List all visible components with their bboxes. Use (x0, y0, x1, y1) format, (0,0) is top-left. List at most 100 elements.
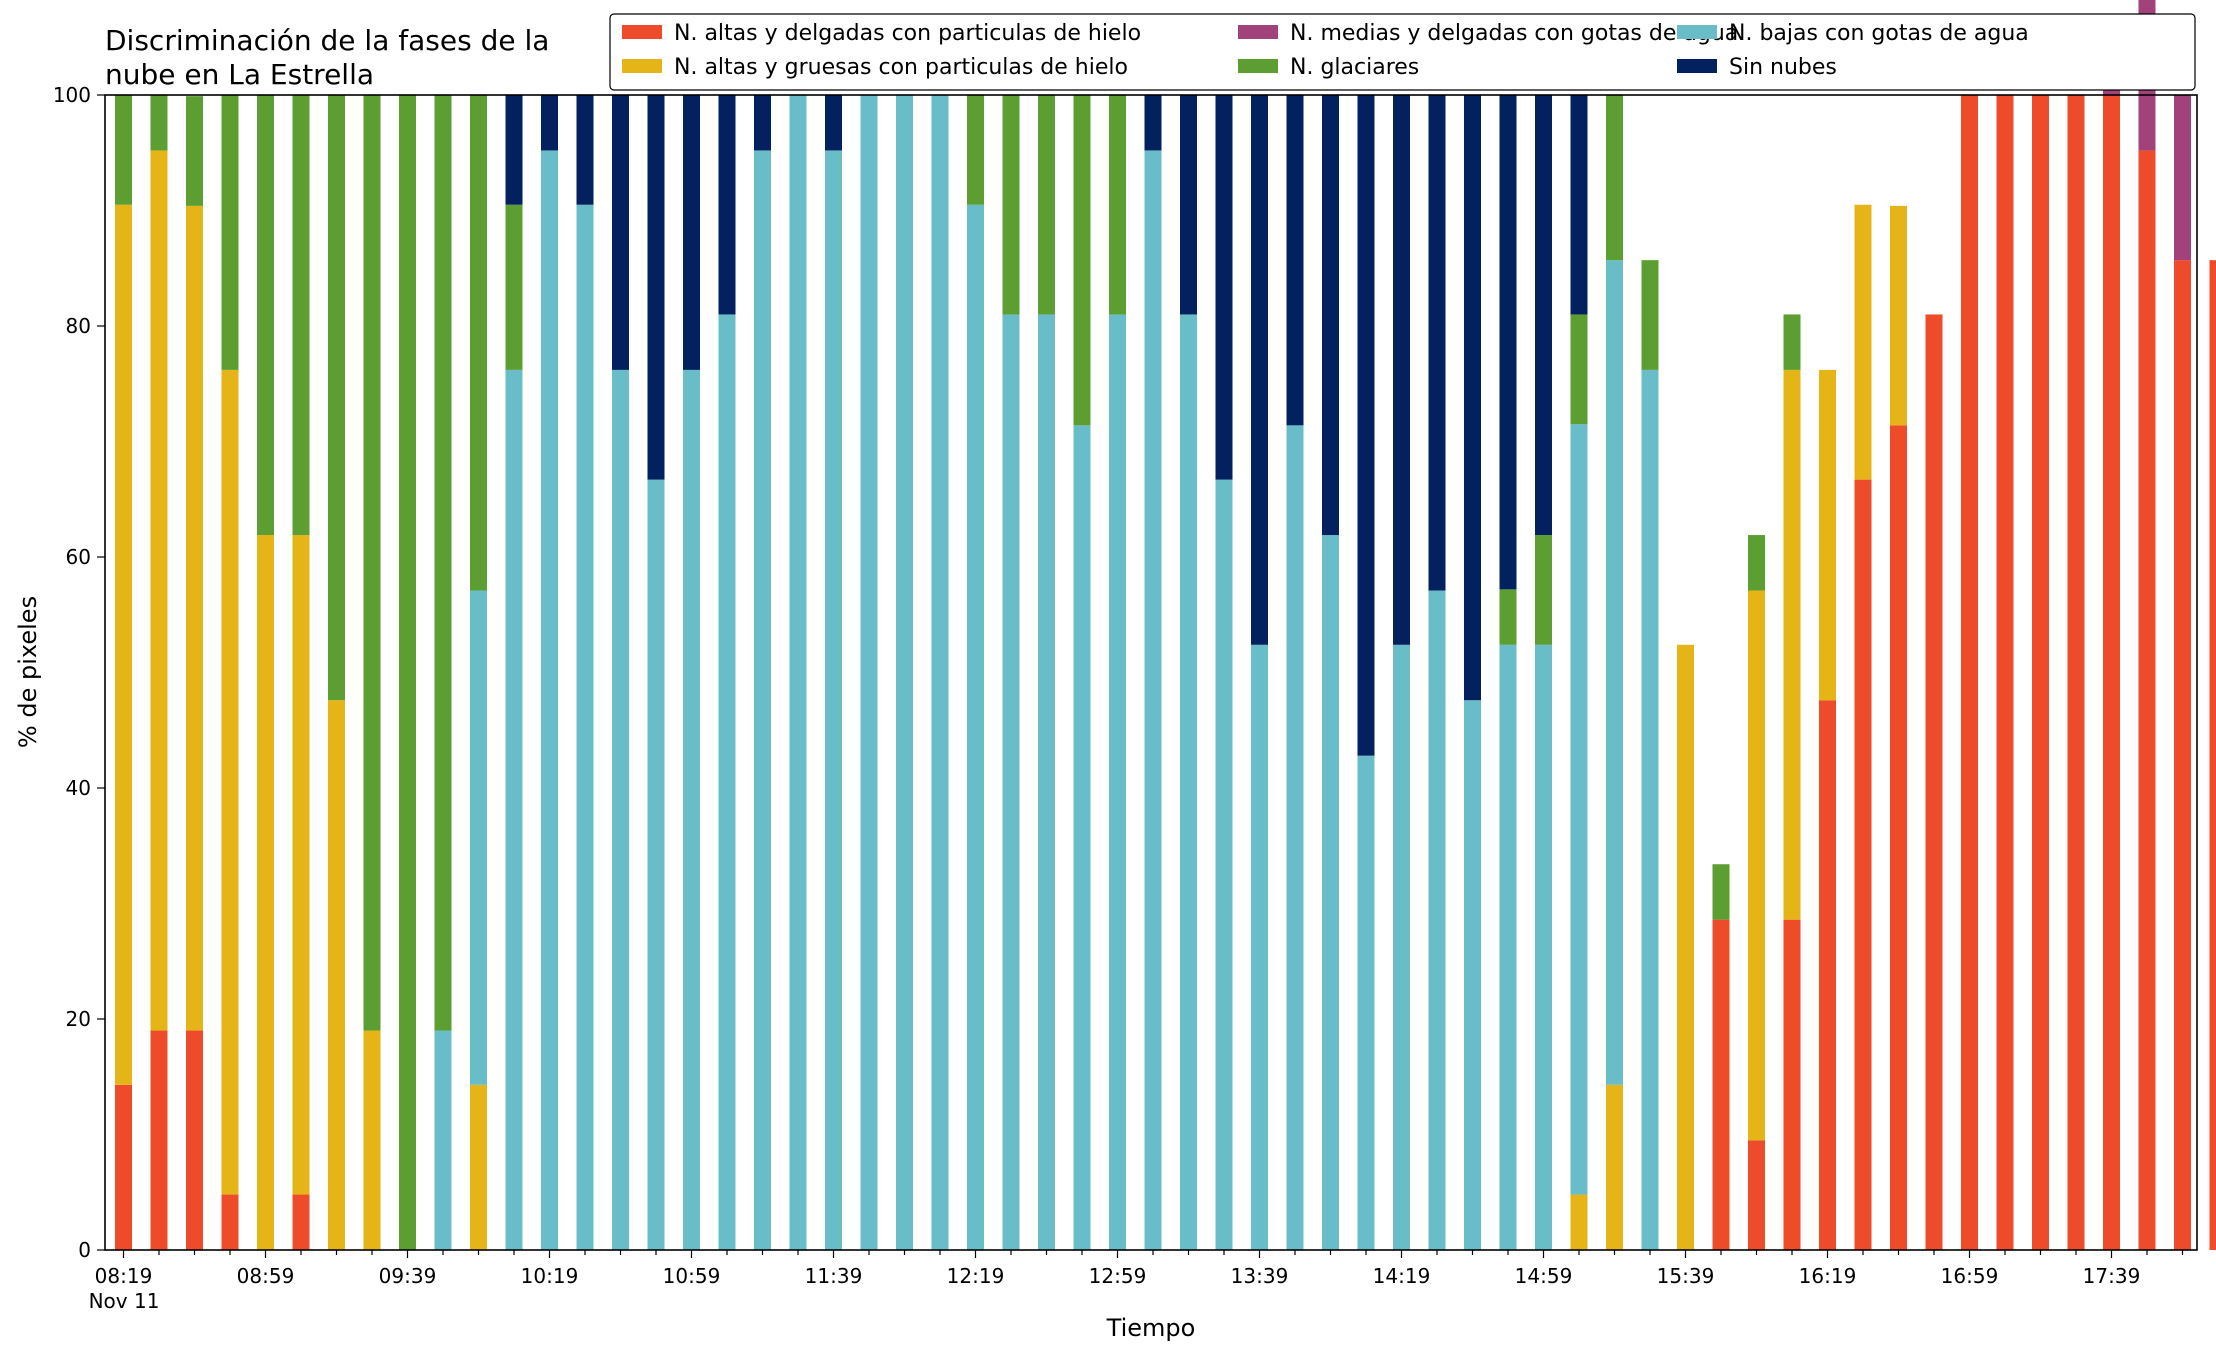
bar-segment-4-39 (1500, 589, 1517, 644)
bar-segment-5-37 (1429, 95, 1446, 590)
bar-segment-5-15 (648, 95, 665, 480)
x-tick-label: 09:39 (379, 1264, 437, 1288)
bar-segment-1-2 (186, 206, 203, 1031)
bar-segment-2-40 (1535, 645, 1552, 1250)
bar-segment-4-9 (435, 95, 452, 1031)
bar-segment-4-8 (399, 95, 416, 1250)
bar-segment-5-18 (754, 95, 771, 150)
bar-segment-1-50 (1890, 206, 1907, 425)
legend-swatch-0 (622, 25, 662, 39)
bar-segment-2-39 (1500, 645, 1517, 1250)
bar-segment-2-24 (967, 205, 984, 1250)
bar-segment-2-21 (861, 95, 878, 1250)
bar-segment-1-3 (222, 370, 239, 1195)
bar-segment-2-16 (683, 370, 700, 1250)
bar-segment-0-2 (186, 1031, 203, 1250)
bar-segment-4-45 (1713, 864, 1730, 919)
bar-segment-0-55 (2068, 95, 2085, 1250)
bar-segment-4-41 (1571, 314, 1588, 424)
bar-segment-2-23 (932, 95, 949, 1250)
bar-segment-2-37 (1429, 590, 1446, 1250)
legend-label-0: N. altas y delgadas con particulas de hi… (674, 21, 1141, 46)
bar-segment-5-38 (1464, 95, 1481, 700)
y-tick-label: 100 (53, 83, 91, 107)
bar-segment-0-53 (1997, 95, 2014, 1250)
bar-segment-4-28 (1109, 95, 1126, 314)
bar-segment-2-11 (506, 370, 523, 1250)
bar-segment-0-45 (1713, 920, 1730, 1250)
bar-segment-0-47 (1784, 920, 1801, 1250)
legend: N. altas y delgadas con particulas de hi… (610, 14, 2195, 90)
bar-segment-0-58 (2174, 260, 2191, 1250)
y-tick-label: 40 (66, 776, 91, 800)
bar-segment-2-35 (1358, 756, 1375, 1250)
bar-segment-5-36 (1393, 95, 1410, 645)
bar-segment-4-3 (222, 95, 239, 370)
bar-segment-0-5 (293, 1195, 310, 1250)
bar-segment-4-5 (293, 95, 310, 535)
x-tick-label: 10:19 (521, 1264, 579, 1288)
bar-segment-1-1 (151, 150, 168, 1030)
bar-segment-1-41 (1571, 1195, 1588, 1250)
bar-segment-0-3 (222, 1195, 239, 1250)
bar-segment-4-10 (470, 95, 487, 591)
x-tick-label: 10:59 (663, 1264, 721, 1288)
y-tick-label: 20 (66, 1007, 91, 1031)
x-tick-label: 13:39 (1231, 1264, 1289, 1288)
y-tick-label: 0 (78, 1238, 91, 1262)
bar-segment-1-5 (293, 535, 310, 1195)
bar-segment-5-17 (719, 95, 736, 314)
bar-segment-0-49 (1855, 480, 1872, 1250)
bar-segment-4-6 (328, 95, 345, 700)
y-axis-label: % de pixeles (14, 596, 42, 748)
bar-segment-5-31 (1216, 95, 1233, 480)
bar-segment-2-14 (612, 370, 629, 1250)
bar-segment-4-47 (1784, 314, 1801, 369)
bar-segment-2-20 (825, 150, 842, 1250)
bar-segment-2-38 (1464, 700, 1481, 1250)
x-tick-label: 16:19 (1799, 1264, 1857, 1288)
x-date-label: Nov 11 (89, 1289, 160, 1313)
legend-swatch-1 (622, 59, 662, 73)
bar-segment-0-52 (1961, 95, 1978, 1250)
bar-segment-5-16 (683, 95, 700, 370)
bar-segment-2-31 (1216, 480, 1233, 1250)
bar-segment-4-26 (1038, 95, 1055, 314)
bar-segment-2-10 (470, 591, 487, 1085)
bar-segment-1-49 (1855, 205, 1872, 480)
bar-segment-4-2 (186, 96, 203, 206)
bar-segment-4-42 (1606, 95, 1623, 260)
bar-segment-5-12 (541, 95, 558, 150)
bar-segment-5-13 (577, 95, 594, 205)
bar-segment-4-4 (257, 95, 274, 535)
bar-segment-5-11 (506, 95, 523, 205)
bar-segment-0-1 (151, 1031, 168, 1250)
bar-segment-1-44 (1677, 645, 1694, 1250)
bar-segment-2-17 (719, 314, 736, 1250)
bar-segment-4-43 (1642, 260, 1659, 370)
y-tick-label: 60 (66, 545, 91, 569)
x-tick-label: 12:59 (1089, 1264, 1147, 1288)
bar-segment-4-46 (1748, 535, 1765, 590)
bar-segment-2-18 (754, 150, 771, 1250)
bar-segment-2-42 (1606, 260, 1623, 1085)
bar-segment-2-29 (1145, 150, 1162, 1250)
bar-segment-0-50 (1890, 425, 1907, 1250)
bar-segment-0-57 (2139, 150, 2156, 1250)
bar-segment-2-41 (1571, 424, 1588, 1194)
bar-segment-1-47 (1784, 370, 1801, 920)
bar-segment-1-46 (1748, 590, 1765, 1140)
bar-segment-1-48 (1819, 370, 1836, 700)
bar-segment-5-34 (1322, 95, 1339, 535)
legend-label-4: N. glaciares (1290, 55, 1419, 80)
x-tick-label: 14:59 (1515, 1264, 1573, 1288)
legend-swatch-3 (1238, 25, 1278, 39)
bar-segment-4-25 (1003, 95, 1020, 314)
bar-segment-5-33 (1287, 95, 1304, 425)
bar-segment-1-4 (257, 535, 274, 1250)
bar-segment-4-27 (1074, 95, 1091, 425)
bar-segment-0-56 (2103, 95, 2120, 1250)
bar-segment-4-40 (1535, 535, 1552, 645)
